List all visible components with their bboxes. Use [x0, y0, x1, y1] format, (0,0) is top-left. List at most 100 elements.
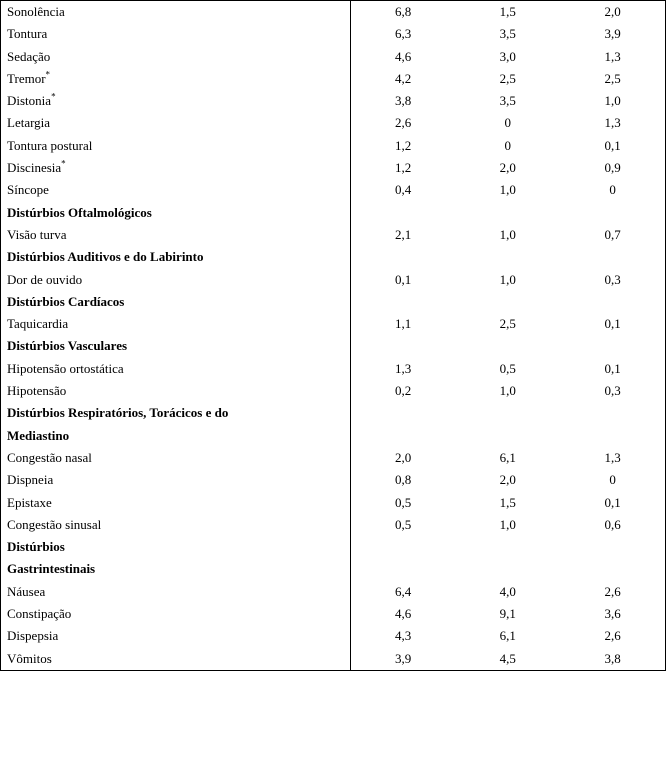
table-row: Discinesia*1,22,00,9	[1, 157, 665, 179]
table-row: Tontura postural1,200,1	[1, 135, 665, 157]
value-col-1	[351, 246, 456, 268]
table-row: Congestão nasal2,06,11,3	[1, 447, 665, 469]
value-col-1: 3,8	[351, 90, 456, 112]
value-col-2	[455, 202, 560, 224]
item-label: Tremor*	[1, 68, 351, 90]
value-col-3: 3,9	[560, 23, 665, 45]
value-col-1: 1,3	[351, 358, 456, 380]
value-col-2	[455, 335, 560, 357]
item-label: Hipotensão ortostática	[1, 358, 351, 380]
value-col-1: 2,0	[351, 447, 456, 469]
table-row: Dispneia0,82,00	[1, 469, 665, 491]
item-label: Discinesia*	[1, 157, 351, 179]
value-col-2: 0	[455, 135, 560, 157]
table-row: Letargia2,601,3	[1, 112, 665, 134]
item-label: Congestão nasal	[1, 447, 351, 469]
value-col-1: 0,5	[351, 492, 456, 514]
value-col-2: 0	[455, 112, 560, 134]
value-col-1: 0,5	[351, 514, 456, 536]
value-col-2: 4,5	[455, 648, 560, 670]
value-col-3: 0,1	[560, 492, 665, 514]
value-col-2	[455, 558, 560, 580]
value-col-3: 3,6	[560, 603, 665, 625]
footnote-star-icon: *	[61, 159, 66, 169]
value-col-2: 1,0	[455, 380, 560, 402]
item-label: Tontura	[1, 23, 351, 45]
value-col-1	[351, 335, 456, 357]
item-label: Letargia	[1, 112, 351, 134]
value-col-3: 0	[560, 469, 665, 491]
data-table: Sonolência6,81,52,0Tontura6,33,53,9Sedaç…	[1, 1, 665, 670]
value-col-3: 0,1	[560, 358, 665, 380]
value-col-3: 1,3	[560, 112, 665, 134]
value-col-3: 2,5	[560, 68, 665, 90]
value-col-1: 1,2	[351, 135, 456, 157]
value-col-3	[560, 246, 665, 268]
value-col-3	[560, 335, 665, 357]
value-col-2: 6,1	[455, 625, 560, 647]
category-label: Mediastino	[1, 425, 351, 447]
value-col-1	[351, 402, 456, 424]
table-row: Hipotensão0,21,00,3	[1, 380, 665, 402]
table-row: Sedação4,63,01,3	[1, 46, 665, 68]
table-row: Vômitos3,94,53,8	[1, 648, 665, 670]
value-col-1	[351, 202, 456, 224]
value-col-1: 0,4	[351, 179, 456, 201]
value-col-1: 6,3	[351, 23, 456, 45]
value-col-1: 1,2	[351, 157, 456, 179]
category-label: Distúrbios	[1, 536, 351, 558]
value-col-2: 1,5	[455, 492, 560, 514]
item-label: Epistaxe	[1, 492, 351, 514]
item-label: Constipação	[1, 603, 351, 625]
item-label: Dispepsia	[1, 625, 351, 647]
item-label: Congestão sinusal	[1, 514, 351, 536]
value-col-1: 6,4	[351, 581, 456, 603]
value-col-3: 0,3	[560, 269, 665, 291]
value-col-2: 1,0	[455, 224, 560, 246]
item-label: Sedação	[1, 46, 351, 68]
category-header-row: Distúrbios Cardíacos	[1, 291, 665, 313]
value-col-3: 0,1	[560, 135, 665, 157]
value-col-2	[455, 536, 560, 558]
value-col-3	[560, 558, 665, 580]
value-col-2: 4,0	[455, 581, 560, 603]
table-row: Distonia*3,83,51,0	[1, 90, 665, 112]
table-row: Hipotensão ortostática1,30,50,1	[1, 358, 665, 380]
item-label: Visão turva	[1, 224, 351, 246]
table-row: Epistaxe0,51,50,1	[1, 492, 665, 514]
table-row: Constipação4,69,13,6	[1, 603, 665, 625]
value-col-3	[560, 425, 665, 447]
value-col-3: 2,6	[560, 625, 665, 647]
category-header-row: Distúrbios Respiratórios, Torácicos e do	[1, 402, 665, 424]
item-label: Taquicardia	[1, 313, 351, 335]
value-col-2	[455, 425, 560, 447]
value-col-2: 3,5	[455, 90, 560, 112]
category-label: Distúrbios Vasculares	[1, 335, 351, 357]
value-col-2: 3,0	[455, 46, 560, 68]
value-col-3: 1,3	[560, 447, 665, 469]
value-col-3	[560, 202, 665, 224]
value-col-2: 2,5	[455, 313, 560, 335]
value-col-1: 0,2	[351, 380, 456, 402]
value-col-3: 0	[560, 179, 665, 201]
item-label: Hipotensão	[1, 380, 351, 402]
category-header-row: Distúrbios Vasculares	[1, 335, 665, 357]
value-col-3: 0,1	[560, 313, 665, 335]
item-label: Distonia*	[1, 90, 351, 112]
table-row: Síncope0,41,00	[1, 179, 665, 201]
value-col-2: 1,0	[455, 179, 560, 201]
category-header-row: Distúrbios	[1, 536, 665, 558]
value-col-2: 1,0	[455, 269, 560, 291]
value-col-1: 4,6	[351, 603, 456, 625]
value-col-1: 4,2	[351, 68, 456, 90]
value-col-3: 2,6	[560, 581, 665, 603]
table-row: Náusea6,44,02,6	[1, 581, 665, 603]
value-col-1: 0,1	[351, 269, 456, 291]
category-header-row: Distúrbios Oftalmológicos	[1, 202, 665, 224]
table-row: Tontura6,33,53,9	[1, 23, 665, 45]
footnote-star-icon: *	[51, 92, 56, 102]
value-col-2: 3,5	[455, 23, 560, 45]
value-col-1: 4,3	[351, 625, 456, 647]
table-row: Taquicardia1,12,50,1	[1, 313, 665, 335]
item-label: Sonolência	[1, 1, 351, 23]
